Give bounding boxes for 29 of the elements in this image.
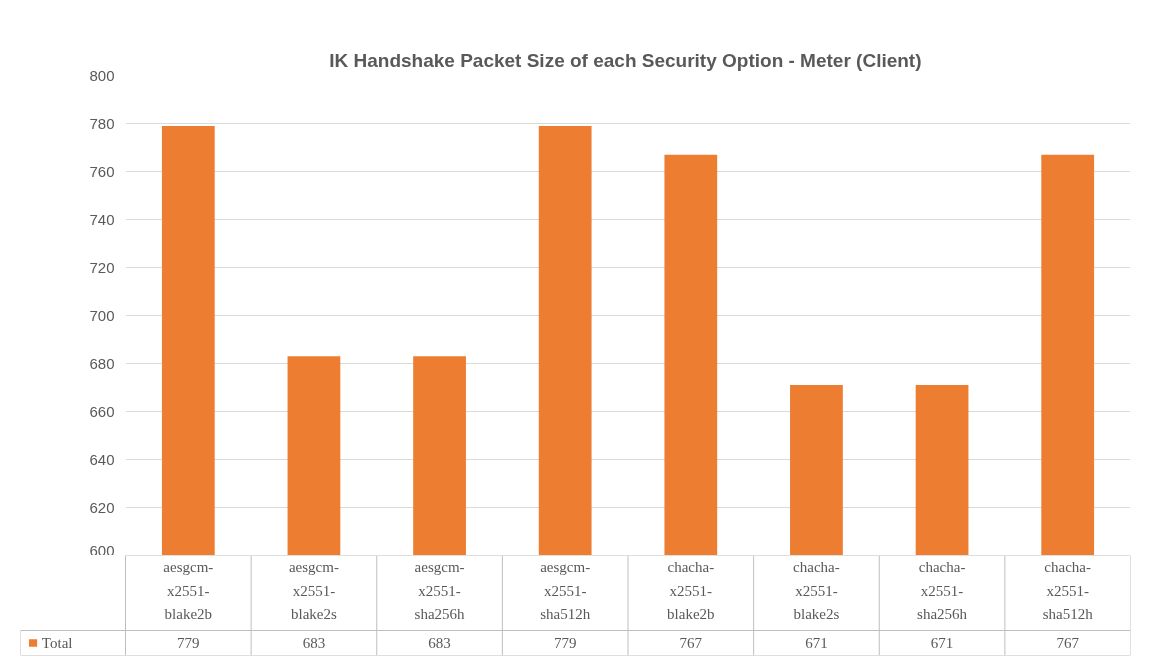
y-tick-label: 720: [89, 258, 115, 276]
y-tick-label: 680: [89, 354, 115, 372]
x-tick-label: aesgcm-x2551-blake2b: [163, 558, 214, 623]
x-tick-label: aesgcm-x2551-sha512h: [540, 558, 591, 623]
x-tick-label: aesgcm-x2551-blake2s: [288, 558, 339, 623]
x-tick-label: chacha-x2551-sha256h: [917, 558, 968, 623]
data-label: 671: [805, 635, 828, 651]
data-label: 779: [553, 635, 577, 651]
data-label: 767: [679, 635, 703, 651]
data-label: 683: [428, 635, 451, 651]
y-tick-label: 700: [89, 306, 115, 324]
y-tick-label: 640: [89, 450, 115, 468]
data-label: 767: [1056, 635, 1080, 651]
y-tick-label: 660: [89, 402, 115, 420]
x-tick-label: chacha-x2551-sha512h: [1042, 558, 1094, 623]
y-tick-label: 600: [89, 541, 115, 559]
legend-label: Total: [41, 635, 73, 651]
data-label: 779: [177, 635, 200, 651]
data-label: 671: [930, 635, 954, 651]
y-tick-label: 760: [89, 162, 115, 180]
y-tick-label: 620: [89, 498, 115, 516]
y-tick-label: 740: [89, 210, 115, 228]
chart-title: IK Handshake Packet Size of each Security Option - Meter (Client): [329, 49, 922, 71]
y-tick-label: 800: [89, 66, 115, 84]
data-label: 683: [302, 635, 326, 651]
x-tick-label: chacha-x2551-blake2b: [667, 558, 715, 623]
x-tick-label: aesgcm-x2551-sha256h: [414, 558, 466, 623]
y-tick-label: 780: [89, 114, 115, 132]
x-tick-label: chacha-x2551-blake2s: [793, 558, 840, 623]
